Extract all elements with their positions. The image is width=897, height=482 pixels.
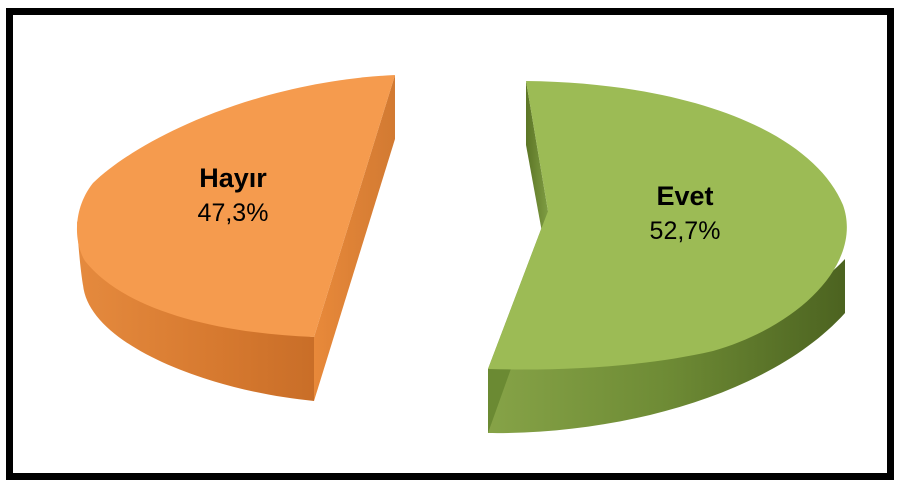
slice-hayir-cut-face xyxy=(314,75,395,401)
slice-hayir-top xyxy=(76,75,395,337)
slice-evet-top xyxy=(488,81,847,370)
slice-evet-cut-face xyxy=(526,81,548,265)
slice-hayir xyxy=(76,75,395,401)
slice-label-hayir: Hayır xyxy=(199,163,267,193)
slice-value-hayir: 47,3% xyxy=(198,199,269,227)
slice-label-evet: Evet xyxy=(656,181,713,211)
chart-frame: Hayır 47,3% Evet 52,7% xyxy=(6,8,894,480)
slice-hayir-side xyxy=(77,221,314,401)
slice-evet xyxy=(488,81,847,434)
slice-value-evet: 52,7% xyxy=(650,217,721,245)
slice-evet-side xyxy=(488,259,845,434)
pie-chart: Hayır 47,3% Evet 52,7% xyxy=(76,75,847,434)
